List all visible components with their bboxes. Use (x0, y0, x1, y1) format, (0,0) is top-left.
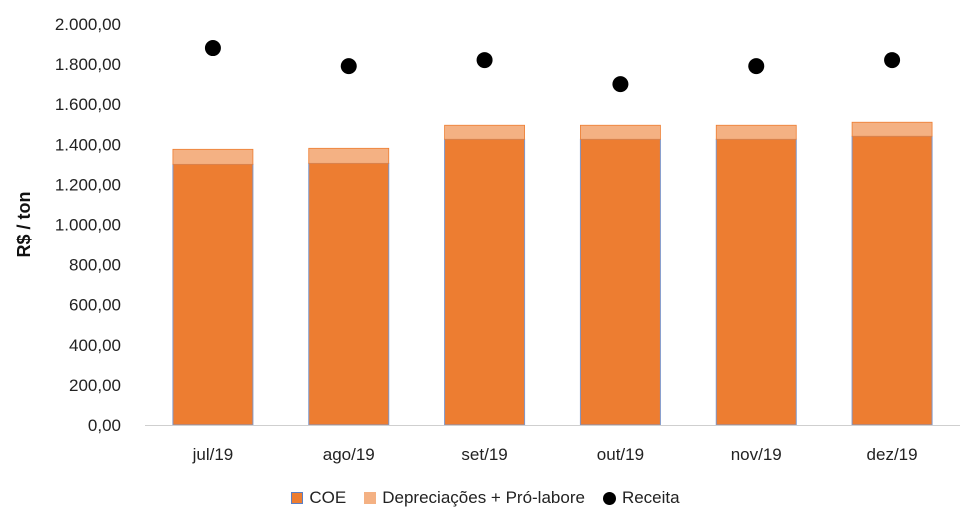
bar-depreciacoes (716, 125, 796, 139)
receita-point (884, 52, 900, 68)
x-tick-label: out/19 (597, 445, 644, 464)
bar-depreciacoes (445, 125, 525, 139)
y-tick-label: 2.000,00 (55, 15, 121, 34)
y-tick-label: 1.400,00 (55, 135, 121, 154)
bar-coe (580, 139, 660, 425)
y-axis-label: R$ / ton (14, 192, 34, 258)
receita-point (612, 76, 628, 92)
y-tick-label: 400,00 (69, 336, 121, 355)
y-tick-label: 800,00 (69, 256, 121, 275)
legend-swatch-receita (603, 492, 616, 505)
y-tick-label: 0,00 (88, 416, 121, 435)
y-tick-label: 1.800,00 (55, 55, 121, 74)
legend-label-receita: Receita (622, 488, 680, 508)
x-tick-label: set/19 (461, 445, 507, 464)
y-axis-ticks: 0,00 200,00 400,00 600,00 800,00 1.000,00 1.20… (55, 15, 121, 435)
receita-points (205, 40, 900, 92)
legend-item-receita: Receita (603, 488, 680, 508)
x-axis-ticks: jul/19 ago/19 set/19 out/19 nov/19 dez/19 (192, 445, 918, 464)
bar-depreciacoes (173, 149, 253, 164)
x-tick-label: jul/19 (192, 445, 234, 464)
bar-depreciacoes (580, 125, 660, 139)
bars (173, 122, 932, 425)
y-tick-label: 200,00 (69, 376, 121, 395)
legend-item-depreciacoes: Depreciações + Pró-labore (364, 488, 585, 508)
receita-point (748, 58, 764, 74)
bar-coe (173, 164, 253, 425)
bar-depreciacoes (309, 148, 389, 163)
legend-swatch-depreciacoes (364, 492, 376, 504)
x-tick-label: ago/19 (323, 445, 375, 464)
bar-coe (852, 136, 932, 425)
y-tick-label: 600,00 (69, 296, 121, 315)
x-tick-label: nov/19 (731, 445, 782, 464)
bar-coe (309, 163, 389, 425)
x-tick-label: dez/19 (867, 445, 918, 464)
receita-point (205, 40, 221, 56)
legend-label-depreciacoes: Depreciações + Pró-labore (382, 488, 585, 508)
legend-swatch-coe (291, 492, 303, 504)
receita-point (477, 52, 493, 68)
y-tick-label: 1.200,00 (55, 175, 121, 194)
bar-depreciacoes (852, 122, 932, 136)
legend: COE Depreciações + Pró-labore Receita (0, 486, 971, 510)
receita-point (341, 58, 357, 74)
legend-item-coe: COE (291, 488, 346, 508)
y-tick-label: 1.000,00 (55, 216, 121, 235)
bar-coe (445, 139, 525, 425)
legend-label-coe: COE (309, 488, 346, 508)
y-tick-label: 1.600,00 (55, 95, 121, 114)
bar-coe (716, 139, 796, 425)
